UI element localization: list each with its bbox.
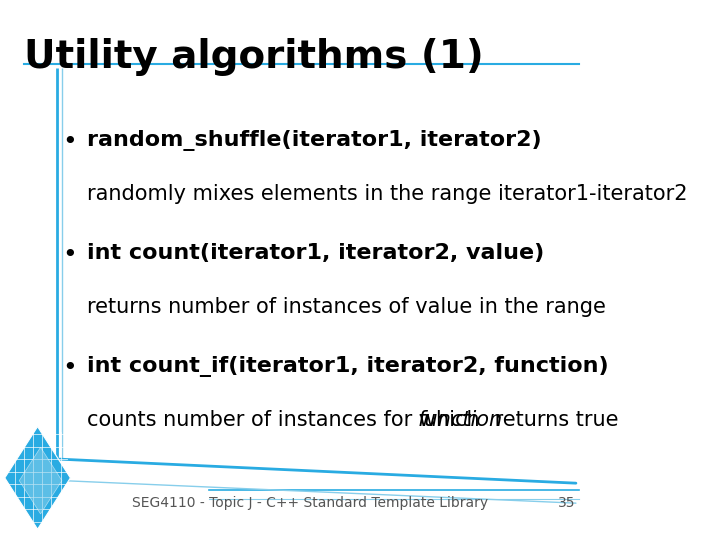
Text: randomly mixes elements in the range iterator1-iterator2: randomly mixes elements in the range ite… xyxy=(86,184,687,204)
Text: function: function xyxy=(418,410,503,430)
Text: 35: 35 xyxy=(558,496,576,510)
Text: int count_if(iterator1, iterator2, function): int count_if(iterator1, iterator2, funct… xyxy=(86,356,608,377)
Text: returns true: returns true xyxy=(488,410,618,430)
Text: •: • xyxy=(63,130,77,153)
Text: •: • xyxy=(63,243,77,267)
Text: returns number of instances of value in the range: returns number of instances of value in … xyxy=(86,297,606,317)
Text: int count(iterator1, iterator2, value): int count(iterator1, iterator2, value) xyxy=(86,243,544,263)
Text: SEG4110 - Topic J - C++ Standard Template Library: SEG4110 - Topic J - C++ Standard Templat… xyxy=(132,496,488,510)
Text: •: • xyxy=(63,356,77,380)
Polygon shape xyxy=(5,427,71,529)
Polygon shape xyxy=(19,447,62,514)
Text: random_shuffle(iterator1, iterator2): random_shuffle(iterator1, iterator2) xyxy=(86,130,541,151)
Text: counts number of instances for which: counts number of instances for which xyxy=(86,410,486,430)
Text: Utility algorithms (1): Utility algorithms (1) xyxy=(24,38,484,76)
